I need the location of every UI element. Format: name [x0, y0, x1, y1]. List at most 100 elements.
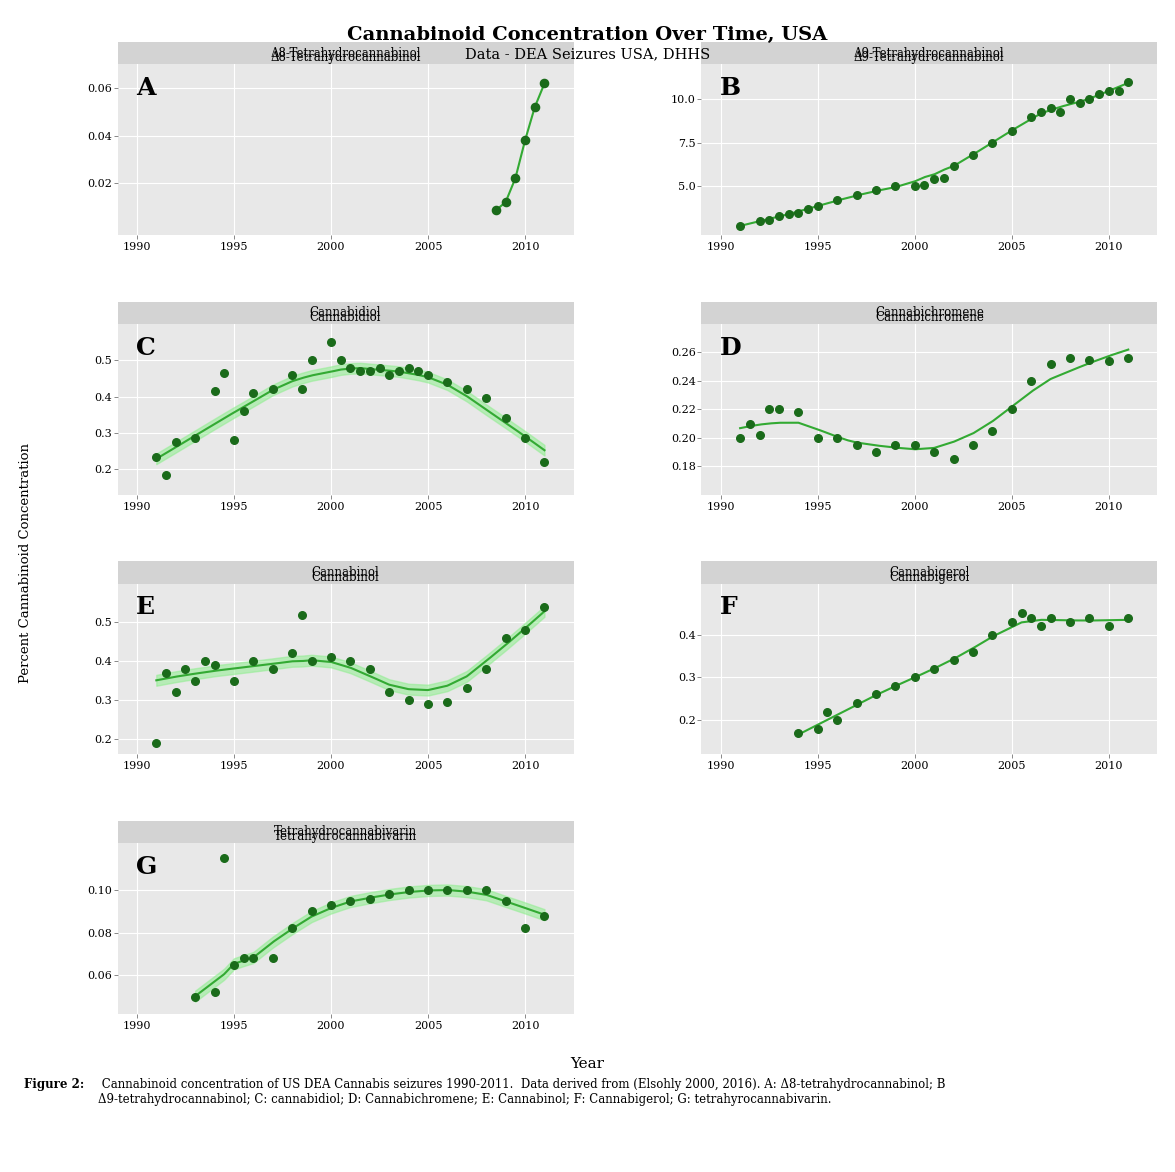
Point [186, 429, 204, 448]
Text: Cannabinoid concentration of US DEA Cannabis seizures 1990-2011.  Data derived f: Cannabinoid concentration of US DEA Cann… [98, 1078, 945, 1106]
Point [1061, 90, 1080, 109]
Point [750, 212, 768, 231]
Point [1041, 608, 1060, 627]
Point [438, 693, 457, 711]
Point [516, 429, 535, 448]
Point [156, 663, 175, 682]
Point [224, 431, 243, 450]
Point [477, 389, 496, 408]
Text: Cannabichromene: Cannabichromene [875, 311, 983, 323]
Point [886, 177, 905, 196]
Point [206, 382, 224, 401]
Point [818, 702, 837, 721]
Point [1022, 108, 1041, 127]
Point [516, 131, 535, 150]
Text: Cannabidiol: Cannabidiol [310, 306, 382, 320]
Point [361, 660, 380, 679]
Text: Data - DEA Seizures USA, DHHS: Data - DEA Seizures USA, DHHS [465, 47, 710, 61]
Point [167, 432, 186, 451]
Text: Cannabidiol: Cannabidiol [310, 311, 382, 323]
Text: A: A [136, 76, 155, 101]
Point [234, 949, 253, 968]
Point [1002, 121, 1021, 139]
Point [760, 210, 779, 229]
Bar [701, 561, 1157, 584]
Point [827, 710, 846, 729]
Point [925, 660, 944, 679]
Text: Tetrahydrocannabivarin: Tetrahydrocannabivarin [274, 830, 417, 843]
Bar [701, 42, 1157, 64]
Point [934, 169, 953, 188]
Text: Year: Year [571, 1057, 604, 1071]
Point [496, 628, 515, 647]
Point [827, 429, 846, 448]
Point [838, 286, 857, 305]
Point [535, 906, 553, 925]
Point [380, 683, 398, 702]
Point [283, 366, 302, 384]
Point [1022, 608, 1041, 627]
Point [945, 450, 963, 469]
Point [1050, 102, 1069, 121]
Point [1032, 616, 1050, 635]
Text: Δ9-Tetrahydrocannabinol: Δ9-Tetrahydrocannabinol [854, 52, 1005, 64]
Point [1080, 90, 1099, 109]
Text: Cannabinol: Cannabinol [311, 571, 380, 584]
Point [535, 598, 553, 616]
Point [302, 350, 321, 369]
Point [516, 919, 535, 938]
Point [341, 652, 360, 670]
Point [983, 134, 1002, 152]
Point [925, 170, 944, 189]
Point [1041, 98, 1060, 117]
Point [1041, 354, 1060, 373]
Point [906, 177, 925, 196]
Point [788, 723, 807, 742]
Point [390, 362, 409, 381]
Point [770, 206, 788, 225]
Point [847, 185, 866, 204]
Point [341, 891, 360, 909]
Text: C: C [136, 336, 155, 360]
Text: Cannabigerol: Cannabigerol [889, 571, 969, 584]
Point [847, 436, 866, 455]
Point [322, 895, 341, 914]
Point [418, 880, 437, 899]
Point [525, 97, 544, 116]
Point [263, 380, 282, 398]
Point [302, 652, 321, 670]
Point [1022, 372, 1041, 390]
Point [263, 660, 282, 679]
Text: Cannabinol: Cannabinol [311, 566, 380, 579]
Point [808, 720, 827, 738]
Point [457, 679, 476, 697]
Point [886, 676, 905, 695]
Point [1061, 613, 1080, 632]
Point [244, 652, 263, 670]
Point [1089, 84, 1108, 103]
Point [496, 409, 515, 428]
Point [224, 955, 243, 974]
Point [418, 366, 437, 384]
Point [244, 383, 263, 402]
Text: Cannabinoid Concentration Over Time, USA: Cannabinoid Concentration Over Time, USA [348, 26, 827, 43]
Point [195, 652, 214, 670]
Point [1119, 73, 1137, 91]
Text: Δ8-Tetrahydrocannabinol: Δ8-Tetrahydrocannabinol [270, 52, 421, 64]
Point [322, 648, 341, 667]
Point [331, 350, 350, 369]
Point [409, 362, 428, 381]
Point [906, 436, 925, 455]
Point [215, 363, 234, 382]
Point [400, 690, 418, 709]
Point [731, 429, 750, 448]
Bar [118, 42, 573, 64]
Bar [118, 561, 573, 584]
Point [760, 400, 779, 418]
Point [147, 448, 166, 466]
Point [438, 373, 457, 391]
Point [983, 626, 1002, 645]
Point [263, 949, 282, 968]
Point [496, 891, 515, 909]
Point [457, 380, 476, 398]
